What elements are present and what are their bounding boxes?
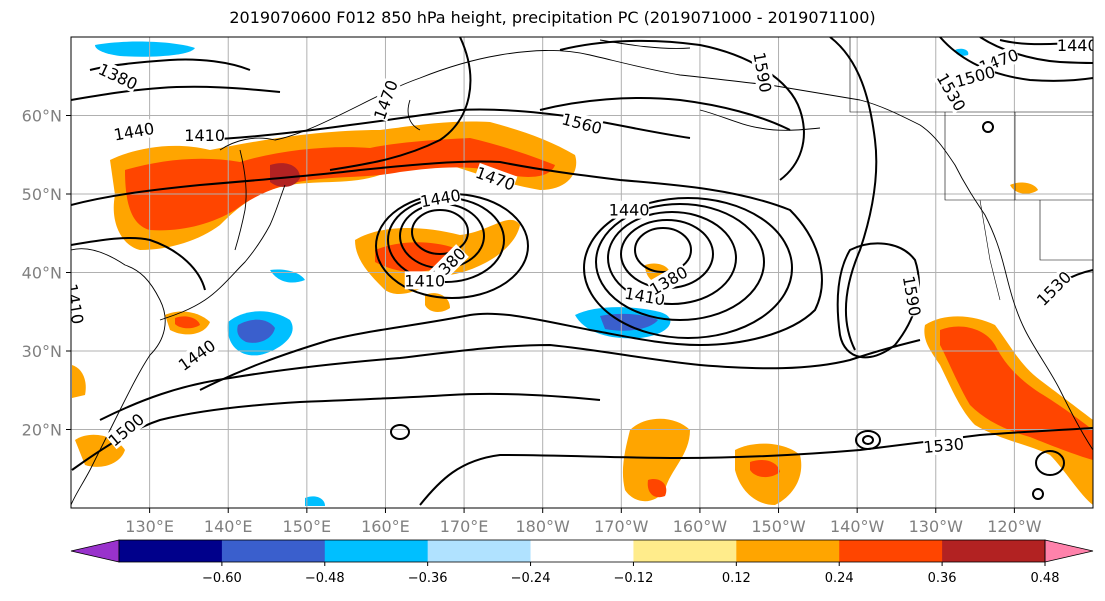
borders bbox=[849, 37, 1093, 301]
latitude-tick-label: 20°N bbox=[22, 421, 62, 440]
contour-label-background bbox=[933, 70, 970, 114]
contour-label-background bbox=[1057, 37, 1093, 54]
colorbar-segment bbox=[427, 540, 532, 562]
colorbar-tick-label: −0.60 bbox=[202, 571, 242, 586]
longitude-tick-label: 150°W bbox=[751, 517, 806, 536]
latitude-tick-label: 30°N bbox=[22, 342, 62, 361]
contour-label-background bbox=[560, 109, 604, 138]
longitude-tick-label: 130°E bbox=[125, 517, 174, 536]
contour-label-background bbox=[419, 185, 462, 211]
contour-label-background bbox=[112, 118, 156, 144]
longitude-tick-label: 150°E bbox=[283, 517, 332, 536]
longitude-tick-label: 140°E bbox=[204, 517, 253, 536]
longitude-tick-label: 130°W bbox=[909, 517, 964, 536]
colorbar-tick-label: 0.36 bbox=[928, 571, 957, 586]
contour-label-background bbox=[96, 59, 141, 93]
contour-label-background bbox=[953, 62, 997, 91]
colorbar-high-extension bbox=[1044, 539, 1094, 563]
colorbar-segment bbox=[324, 540, 429, 562]
colorbar-segment bbox=[736, 540, 840, 562]
colorbar: −0.60 −0.48 −0.36 −0.24 −0.12 0.12 0.24 0.36 0.4… bbox=[70, 539, 1094, 586]
latitude-tick-label: 40°N bbox=[22, 264, 62, 283]
colorbar-tick-label: 0.24 bbox=[825, 571, 854, 586]
contour-label-background bbox=[184, 126, 225, 145]
colorbar-tick-label: 0.48 bbox=[1031, 571, 1060, 586]
longitude-tick-label: 120°W bbox=[987, 517, 1042, 536]
longitude-tick-label: 180°W bbox=[516, 517, 571, 536]
longitude-tick-label: 160°E bbox=[361, 517, 410, 536]
colorbar-segment bbox=[530, 540, 634, 562]
contour-label-background bbox=[71, 282, 88, 326]
colorbar-tick-label: 0.12 bbox=[722, 571, 751, 586]
contour-value-label: 1410 bbox=[404, 271, 445, 290]
longitude-tick-label: 160°W bbox=[673, 517, 728, 536]
colorbar-tick-label: −0.36 bbox=[408, 571, 448, 586]
contour-label-background bbox=[473, 163, 518, 194]
contour-label-background bbox=[104, 409, 148, 450]
contour-value-label: 1410 bbox=[184, 126, 225, 145]
latitude-tick-label: 50°N bbox=[22, 185, 62, 204]
longitude-tick-label: 170°E bbox=[440, 517, 489, 536]
contour-value-label: 1530 bbox=[923, 434, 965, 456]
colorbar-low-extension bbox=[70, 539, 120, 563]
chart-title: 2019070600 F012 850 hPa height, precipit… bbox=[229, 8, 876, 27]
colorbar-tick-label: −0.12 bbox=[614, 571, 654, 586]
colorbar-segment bbox=[839, 540, 943, 562]
contour-label-background bbox=[175, 336, 219, 374]
contour-label-background bbox=[1033, 267, 1075, 309]
contour-label-background bbox=[750, 51, 776, 94]
colorbar-tick-label: −0.24 bbox=[511, 571, 551, 586]
contour-label-background bbox=[922, 434, 965, 456]
colorbar-segment bbox=[221, 540, 326, 562]
contour-value-label: 1440 bbox=[1057, 36, 1098, 55]
latitude-axis: 20°N 30°N 40°N 50°N 60°N bbox=[22, 107, 71, 440]
longitude-axis: 130°E 140°E 150°E 160°E 170°E 180°W 170°W 160°W… bbox=[125, 508, 1042, 536]
contour-label-background bbox=[609, 200, 650, 219]
contour-value-label: 1440 bbox=[609, 201, 650, 220]
contour-label-background bbox=[370, 77, 401, 122]
lat-lon-gridlines bbox=[71, 37, 1093, 508]
colorbar-frame bbox=[118, 539, 1046, 563]
colorbar-segment bbox=[942, 540, 1046, 562]
contour-label-background bbox=[404, 271, 445, 290]
contour-label-background bbox=[899, 274, 925, 318]
longitude-tick-label: 140°W bbox=[830, 517, 885, 536]
colorbar-segment bbox=[633, 540, 737, 562]
colorbar-tick-label: −0.48 bbox=[305, 571, 345, 586]
latitude-tick-label: 60°N bbox=[22, 107, 62, 126]
longitude-tick-label: 170°W bbox=[594, 517, 649, 536]
colorbar-segment bbox=[119, 540, 223, 562]
contour-label-background bbox=[646, 262, 691, 299]
